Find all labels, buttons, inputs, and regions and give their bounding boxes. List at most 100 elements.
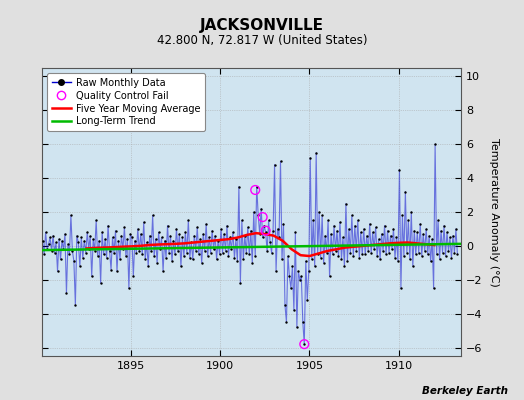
Point bbox=[163, 222, 172, 229]
Point bbox=[156, 246, 165, 252]
Point bbox=[113, 268, 121, 274]
Point bbox=[129, 273, 137, 280]
Point bbox=[138, 251, 146, 258]
Point bbox=[447, 254, 456, 261]
Point bbox=[394, 258, 402, 264]
Point bbox=[151, 236, 160, 242]
Point bbox=[361, 251, 369, 258]
Point bbox=[251, 187, 259, 193]
Point bbox=[73, 232, 81, 239]
Point bbox=[266, 239, 274, 246]
Point bbox=[137, 231, 145, 237]
Point bbox=[162, 254, 170, 261]
Point bbox=[227, 246, 236, 252]
Point bbox=[134, 226, 142, 232]
Point bbox=[47, 248, 56, 254]
Point bbox=[153, 260, 161, 266]
Point bbox=[288, 263, 297, 270]
Point bbox=[325, 273, 334, 280]
Point bbox=[253, 183, 261, 190]
Point bbox=[148, 212, 157, 218]
Point bbox=[174, 248, 182, 254]
Point bbox=[180, 253, 188, 259]
Point bbox=[128, 234, 136, 241]
Point bbox=[322, 250, 331, 256]
Point bbox=[184, 217, 192, 224]
Point bbox=[143, 239, 151, 246]
Point bbox=[212, 256, 221, 263]
Point bbox=[65, 251, 73, 258]
Point bbox=[159, 268, 167, 274]
Point bbox=[275, 234, 283, 241]
Point bbox=[379, 248, 387, 254]
Point bbox=[386, 232, 395, 239]
Point bbox=[122, 253, 130, 259]
Point bbox=[110, 250, 118, 256]
Point bbox=[84, 246, 93, 252]
Point bbox=[62, 290, 71, 296]
Point bbox=[67, 212, 75, 218]
Point bbox=[83, 229, 92, 236]
Point bbox=[108, 234, 117, 241]
Point bbox=[215, 251, 224, 258]
Point bbox=[315, 209, 323, 215]
Point bbox=[157, 234, 166, 241]
Point bbox=[368, 229, 377, 236]
Point bbox=[311, 263, 319, 270]
Point bbox=[92, 217, 101, 224]
Point bbox=[287, 285, 295, 292]
Point bbox=[217, 226, 225, 232]
Point bbox=[190, 232, 199, 239]
Point bbox=[147, 248, 156, 254]
Point bbox=[101, 236, 110, 242]
Point bbox=[346, 250, 355, 256]
Point bbox=[303, 297, 311, 303]
Point bbox=[418, 253, 426, 259]
Point bbox=[210, 246, 218, 252]
Point bbox=[206, 250, 215, 256]
Point bbox=[453, 251, 462, 258]
Point bbox=[291, 229, 300, 236]
Point bbox=[267, 250, 276, 256]
Point bbox=[91, 248, 99, 254]
Point bbox=[296, 276, 304, 283]
Point bbox=[413, 229, 421, 236]
Point bbox=[397, 285, 405, 292]
Point bbox=[75, 263, 84, 270]
Point bbox=[416, 221, 424, 227]
Point bbox=[43, 246, 51, 252]
Point bbox=[290, 307, 298, 314]
Point bbox=[372, 224, 380, 230]
Point bbox=[269, 228, 277, 234]
Point bbox=[384, 228, 392, 234]
Point bbox=[70, 258, 78, 264]
Point bbox=[132, 250, 140, 256]
Point bbox=[102, 254, 111, 261]
Point bbox=[245, 251, 254, 258]
Point bbox=[420, 248, 429, 254]
Point bbox=[38, 238, 47, 244]
Point bbox=[247, 228, 255, 234]
Point bbox=[297, 273, 305, 280]
Point bbox=[71, 302, 80, 308]
Point bbox=[232, 236, 240, 242]
Point bbox=[336, 219, 344, 225]
Point bbox=[104, 222, 112, 229]
Point bbox=[139, 219, 148, 225]
Point bbox=[199, 231, 208, 237]
Point bbox=[352, 248, 361, 254]
Point bbox=[98, 229, 106, 236]
Point bbox=[373, 253, 381, 259]
Point bbox=[327, 231, 335, 237]
Point bbox=[437, 228, 445, 234]
Point bbox=[241, 232, 249, 239]
Point bbox=[452, 226, 460, 232]
Point bbox=[61, 231, 69, 237]
Point bbox=[205, 234, 213, 241]
Point bbox=[284, 253, 292, 259]
Point bbox=[330, 222, 338, 229]
Point bbox=[439, 250, 447, 256]
Point bbox=[88, 273, 96, 280]
Point bbox=[95, 238, 103, 244]
Point bbox=[256, 231, 264, 237]
